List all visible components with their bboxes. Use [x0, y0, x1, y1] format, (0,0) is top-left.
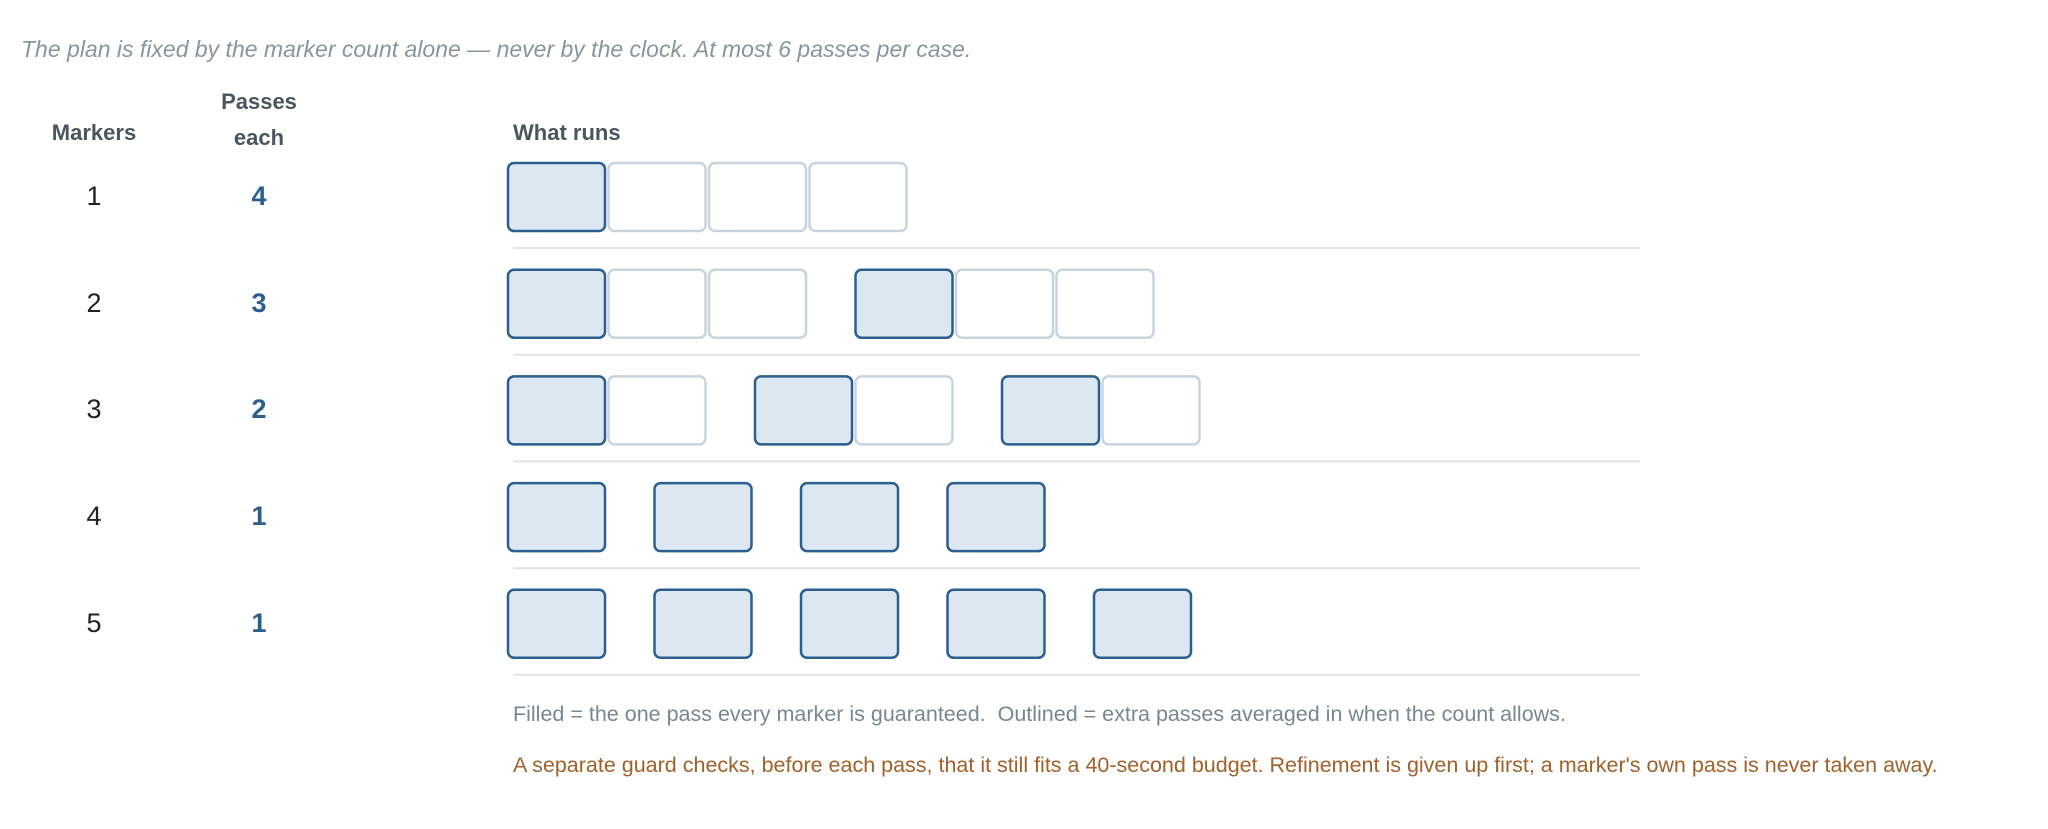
guaranteed-pass — [653, 481, 753, 553]
guaranteed-pass — [946, 481, 1046, 553]
extra-pass — [707, 268, 808, 339]
extra-pass — [607, 268, 707, 339]
marker-count: 4 — [86, 501, 102, 532]
header-runs: What runs — [513, 120, 621, 145]
extra-pass — [954, 268, 1055, 339]
extra-pass — [607, 161, 707, 233]
guard-note: A separate guard checks, before each pas… — [513, 753, 1938, 777]
extra-pass — [1055, 268, 1155, 339]
passes-each: 4 — [251, 181, 267, 211]
guaranteed-pass — [1092, 588, 1193, 660]
guaranteed-pass — [506, 588, 607, 660]
guaranteed-pass — [799, 481, 900, 553]
guaranteed-pass — [753, 375, 854, 446]
marker-count: 5 — [86, 607, 102, 638]
extra-pass — [707, 161, 808, 233]
legend-note: Filled = the one pass every marker is gu… — [513, 702, 1566, 726]
passes-each: 1 — [251, 501, 267, 532]
extra-pass — [607, 375, 707, 446]
passes-each: 3 — [251, 287, 267, 318]
guaranteed-pass — [653, 588, 753, 660]
passes-each: 2 — [251, 394, 267, 425]
header-markers: Markers — [51, 120, 137, 145]
extra-pass — [1101, 375, 1201, 446]
guaranteed-pass — [854, 268, 954, 339]
marker-count: 3 — [86, 394, 102, 425]
guaranteed-pass — [946, 588, 1046, 660]
extra-pass — [854, 375, 954, 446]
marker-count: 2 — [86, 287, 102, 318]
extra-pass — [808, 161, 908, 233]
guaranteed-pass — [799, 588, 900, 660]
intro: The plan is fixed by the marker count al… — [21, 36, 972, 62]
guaranteed-pass — [506, 161, 607, 233]
guaranteed-pass — [506, 375, 607, 446]
header-passes: Passes each — [221, 89, 297, 150]
guaranteed-pass — [506, 268, 607, 339]
guaranteed-pass — [1000, 375, 1101, 446]
passes-each: 1 — [251, 607, 267, 638]
guaranteed-pass — [506, 481, 607, 553]
marker-count: 1 — [86, 181, 102, 211]
